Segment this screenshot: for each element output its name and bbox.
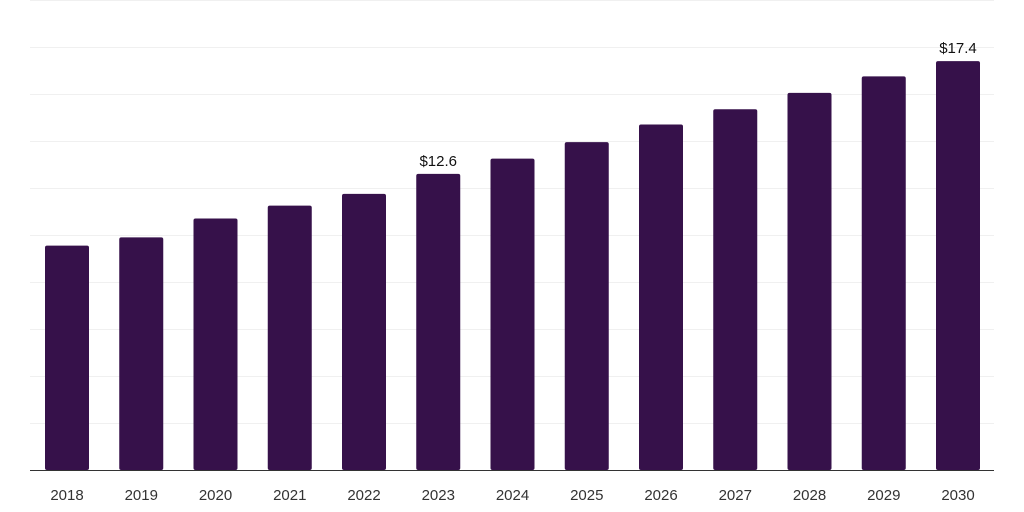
x-tick-label: 2018 [50, 487, 83, 504]
bar-2018[interactable] [45, 245, 89, 470]
data-labels: $12.6 $17.4 [419, 40, 976, 170]
x-tick-label: 2019 [125, 487, 158, 504]
x-tick-label: 2028 [793, 487, 826, 504]
bars [45, 61, 980, 471]
bar-2028[interactable] [787, 92, 832, 470]
bar-2027[interactable] [713, 109, 758, 470]
x-tick-label: 2027 [719, 487, 752, 504]
bar-2025[interactable] [564, 142, 609, 470]
x-tick-label: 2030 [941, 487, 974, 504]
x-tick-label: 2021 [273, 487, 306, 504]
x-tick-label: 2026 [644, 487, 677, 504]
bar-2022[interactable] [342, 193, 386, 471]
bar-2024[interactable] [490, 158, 535, 471]
data-label: $17.4 [939, 40, 977, 57]
bar-2029[interactable] [861, 76, 906, 471]
x-tick-label: 2029 [867, 487, 900, 504]
x-tick-label: 2025 [570, 487, 603, 504]
bar-2020[interactable] [193, 218, 238, 470]
bar-2030[interactable] [936, 61, 980, 470]
x-axis: 2018 2019 2020 2021 2022 2023 2024 2025 2026 2027… [30, 470, 994, 504]
bar-2026[interactable] [639, 124, 683, 471]
bar-2021[interactable] [267, 205, 312, 471]
x-tick-label: 2020 [199, 487, 232, 504]
x-tick-label: 2024 [496, 487, 529, 504]
data-label: $12.6 [419, 153, 457, 170]
bar-2019[interactable] [119, 237, 164, 470]
x-tick-label: 2022 [347, 487, 380, 504]
bar-2023[interactable] [416, 173, 461, 470]
x-tick-label: 2023 [422, 487, 455, 504]
